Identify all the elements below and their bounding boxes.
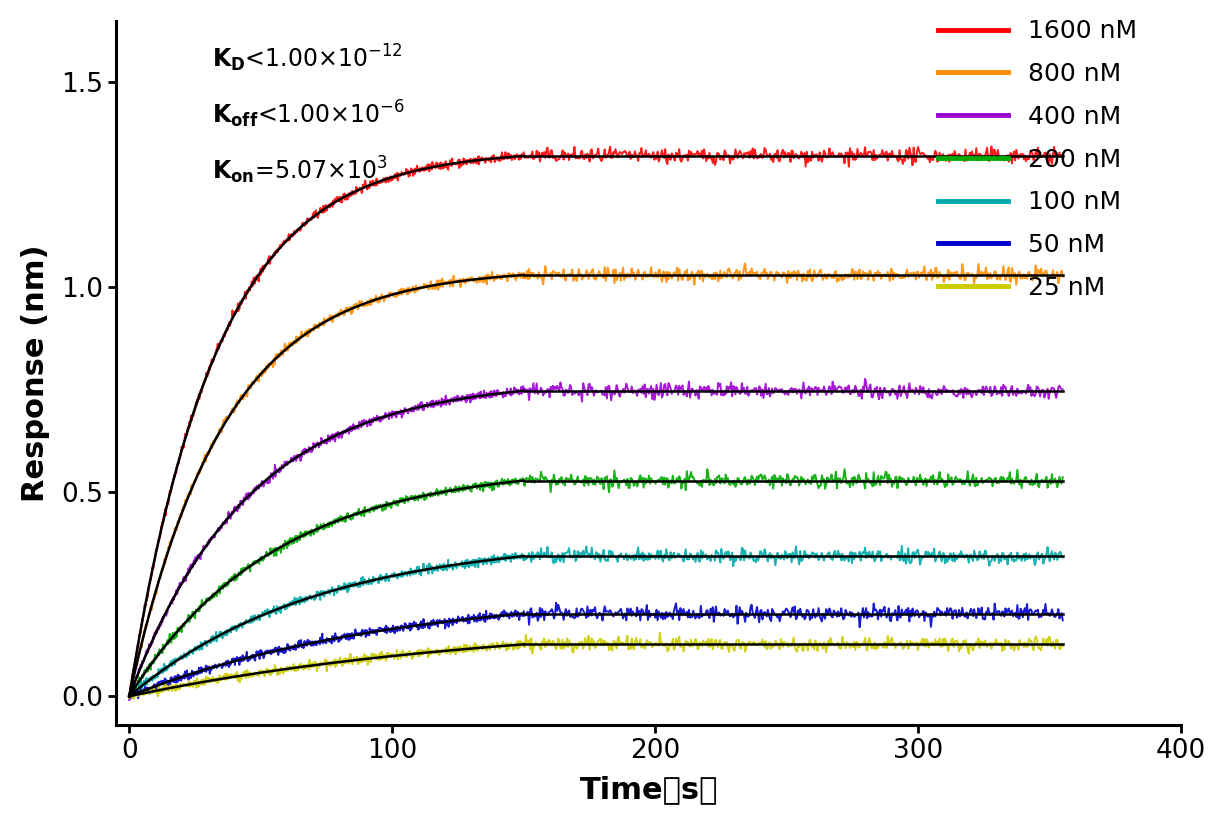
X-axis label: Time（s）: Time（s） [579,776,718,804]
Text: $\mathbf{K_{D}}$<1.00×10$^{-12}$
$\mathbf{K_{off}}$<1.00×10$^{-6}$
$\mathbf{K_{o: $\mathbf{K_{D}}$<1.00×10$^{-12}$ $\mathb… [212,42,405,186]
Y-axis label: Response (nm): Response (nm) [21,244,50,502]
Legend: 1600 nM, 800 nM, 400 nM, 200 nM, 100 nM, 50 nM, 25 nM: 1600 nM, 800 nM, 400 nM, 200 nM, 100 nM,… [937,20,1137,300]
